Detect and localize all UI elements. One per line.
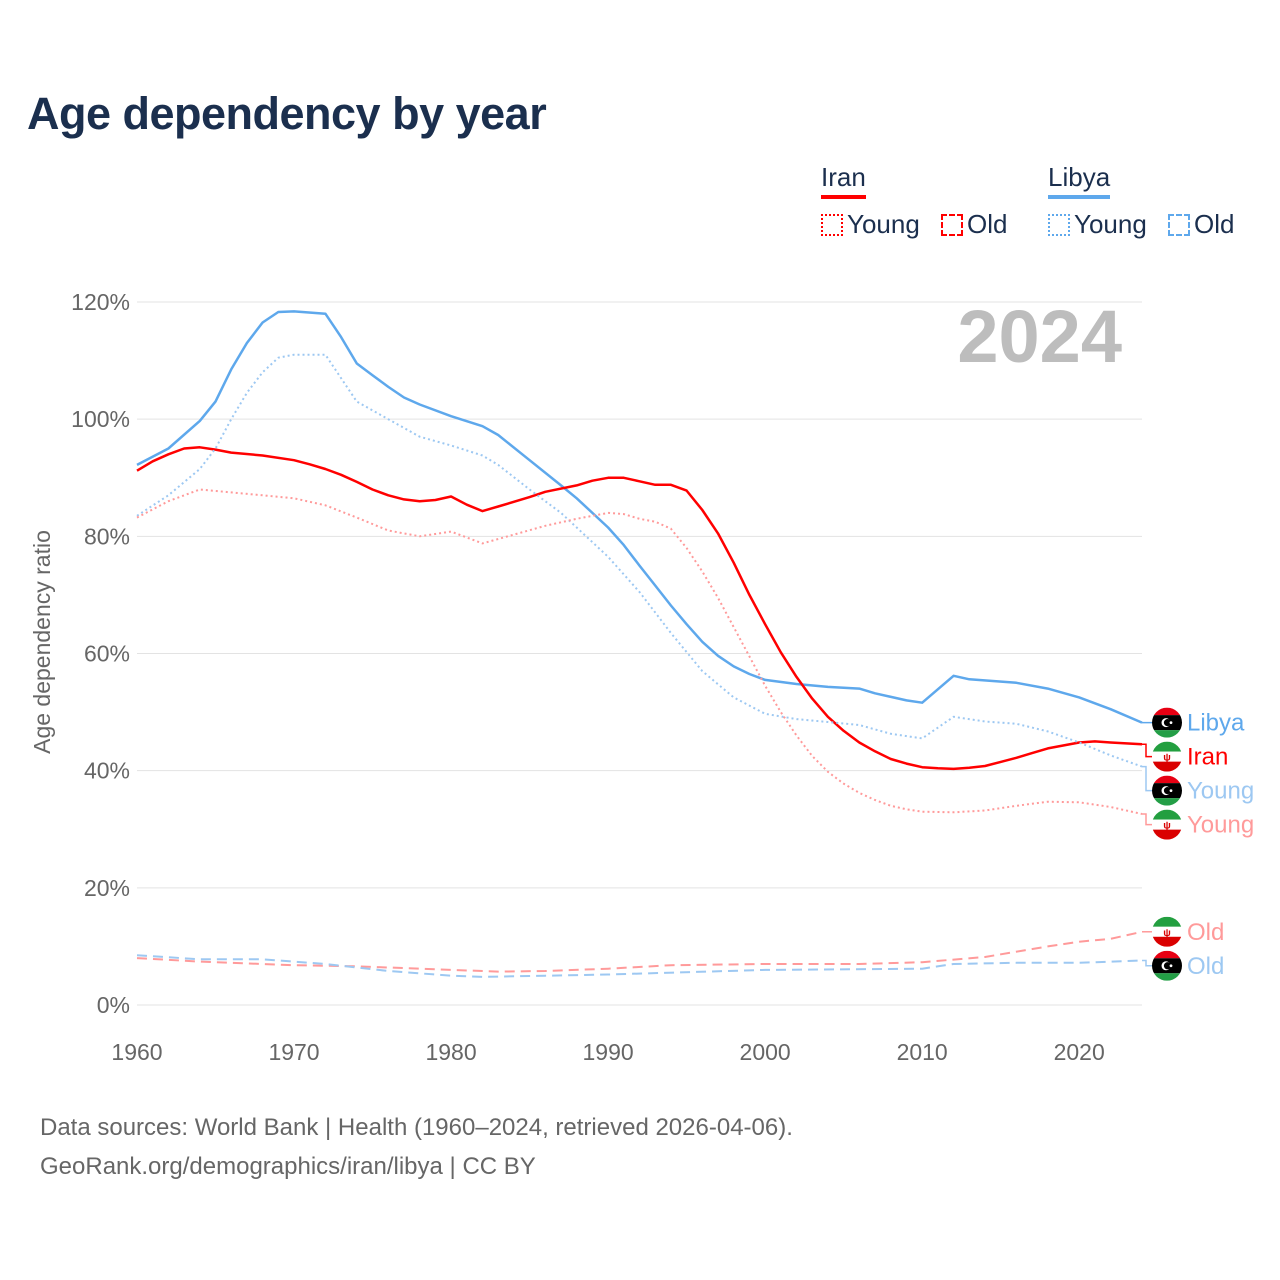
legend-group-iran: Iran Young Old	[821, 162, 1022, 243]
legend-libya-young[interactable]: Young	[1048, 209, 1147, 240]
sources-link[interactable]: GeoRank.org/demographics/iran/libya | CC…	[40, 1153, 536, 1180]
legend-iran-young[interactable]: Young	[821, 209, 920, 240]
end-label-iran-old: ψ Old	[1142, 916, 1224, 947]
data-sources: Data sources: World Bank | Health (1960–…	[40, 1108, 793, 1186]
libya-flag-icon	[1152, 707, 1182, 738]
series-end-label: Iran	[1187, 744, 1228, 771]
y-tick-label: 100%	[71, 406, 130, 432]
end-label-iran-young: ψ Young	[1142, 809, 1254, 840]
x-tick-label: 1970	[268, 1039, 319, 1065]
series-end-label: Libya	[1187, 710, 1245, 737]
end-label-iran: ψ Iran	[1142, 741, 1228, 772]
libya-flag-icon	[1152, 950, 1182, 981]
dotted-swatch-icon	[1048, 213, 1070, 236]
year-watermark: 2024	[957, 295, 1122, 378]
x-tick-label: 2020	[1054, 1039, 1105, 1065]
legend-libya-old[interactable]: Old	[1168, 209, 1235, 240]
legend-libya-heading[interactable]: Libya	[1048, 162, 1111, 199]
y-axis-label: Age dependency ratio	[29, 530, 55, 754]
chart-title: Age dependency by year	[27, 88, 547, 139]
x-tick-label: 2010	[897, 1039, 948, 1065]
end-label-libya-young: Young	[1142, 765, 1254, 806]
y-tick-label: 60%	[84, 641, 130, 667]
y-tick-label: 40%	[84, 758, 130, 784]
dotted-swatch-icon	[821, 213, 843, 236]
legend-iran-old[interactable]: Old	[941, 209, 1008, 240]
legend-group-libya: Libya Young Old	[1048, 162, 1249, 243]
libya-flag-icon	[1152, 775, 1182, 806]
dashed-swatch-icon	[1168, 213, 1191, 236]
legend-label: Old	[1194, 209, 1235, 239]
y-tick-label: 120%	[71, 289, 130, 315]
y-tick-label: 20%	[84, 875, 130, 901]
legend-label: Old	[967, 209, 1008, 239]
x-tick-label: 2000	[740, 1039, 791, 1065]
end-label-libya-old: Old	[1142, 950, 1224, 981]
sources-line: Data sources: World Bank | Health (1960–…	[40, 1114, 793, 1141]
series-line-libya-old[interactable]	[136, 954, 1143, 978]
x-tick-label: 1960	[111, 1039, 162, 1065]
x-tick-label: 1980	[425, 1039, 476, 1065]
svg-text:ψ: ψ	[1163, 821, 1171, 832]
y-tick-label: 0%	[97, 992, 130, 1018]
svg-text:ψ: ψ	[1163, 928, 1171, 939]
legend-label: Young	[847, 209, 920, 239]
end-label-libya: Libya	[1142, 707, 1245, 738]
x-tick-label: 1990	[583, 1039, 634, 1065]
series-line-iran-old[interactable]	[136, 930, 1143, 973]
series-line-libya[interactable]	[136, 310, 1143, 724]
series-end-label: Old	[1187, 919, 1224, 946]
dashed-swatch-icon	[941, 213, 964, 236]
line-chart: 0% 20% 40% 60% 80% 100% 120% 1960 1970 1980 1990 20…	[29, 289, 1254, 1065]
legend-iran-heading[interactable]: Iran	[821, 162, 866, 199]
legend-label: Young	[1074, 209, 1147, 239]
series-line-iran[interactable]	[136, 446, 1143, 771]
series-end-label: Old	[1187, 953, 1224, 980]
y-tick-label: 80%	[84, 523, 130, 549]
iran-flag-icon: ψ	[1152, 741, 1182, 772]
iran-flag-icon: ψ	[1152, 809, 1182, 840]
iran-flag-icon: ψ	[1152, 916, 1182, 947]
series-end-label: Young	[1187, 778, 1254, 805]
series-line-libya-young[interactable]	[136, 353, 1143, 768]
series-end-label: Young	[1187, 812, 1254, 839]
svg-text:ψ: ψ	[1163, 753, 1171, 764]
